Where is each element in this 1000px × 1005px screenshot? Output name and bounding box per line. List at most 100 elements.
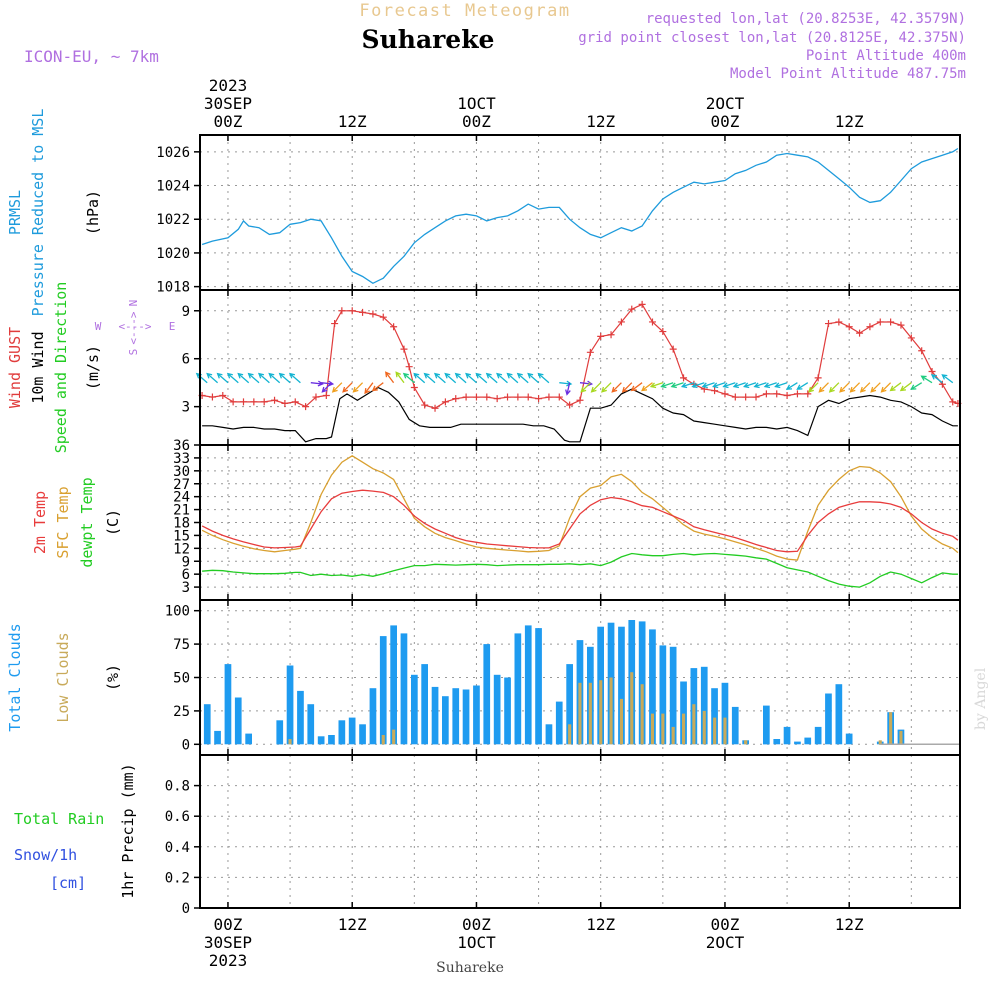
panel-label: Pressure Reduced to MSL (29, 109, 47, 317)
bottom-time-label: 2023 (209, 951, 248, 970)
y-tick-label: 0 (182, 901, 190, 917)
y-tick-label: 24 (173, 490, 190, 506)
compass-e: E (169, 320, 176, 333)
wind-direction-arrow (859, 382, 871, 393)
low-cloud-bar (288, 739, 292, 745)
wind-direction-arrow (670, 382, 684, 389)
precip-panel: 0 0.2 0.4 0.6 0.8 Total Rain Snow/1h [cm] 1hr Pr… (14, 755, 960, 917)
gust-marker (752, 393, 760, 401)
total-cloud-bar (835, 684, 843, 745)
y-tick-label: 6 (182, 567, 190, 583)
gust-marker (887, 318, 895, 326)
gust-marker (907, 334, 915, 342)
gust-marker (845, 323, 853, 331)
snow-unit-label: [cm] (50, 874, 86, 892)
wind-direction-arrow (216, 372, 229, 384)
wind-direction-arrow (774, 382, 788, 389)
y-tick-label: 0.8 (165, 779, 190, 795)
gust-marker (669, 345, 677, 353)
wind-direction-arrow (920, 375, 933, 384)
bottom-time-label: 00Z (214, 915, 243, 934)
total-cloud-bar (566, 664, 573, 745)
gust-marker (597, 332, 605, 340)
bottom-time-label: 12Z (338, 915, 367, 934)
wind-direction-arrow (247, 372, 260, 384)
gust-marker (793, 390, 801, 398)
gust-marker (400, 345, 408, 353)
wind-direction-arrow (321, 382, 332, 393)
total-cloud-bar (286, 665, 294, 745)
bottom-time-label: 12Z (586, 915, 615, 934)
clouds-panel: 0 25 50 75 100 Total Clouds Low Clouds (%) (6, 600, 960, 755)
wind-direction-arrow (753, 382, 767, 389)
bottom-time-label: 12Z (835, 915, 864, 934)
y-tick-label: 1018 (156, 280, 190, 296)
low-cloud-bar (650, 713, 654, 745)
wind-direction-arrow (743, 382, 757, 389)
top-time-label: 30SEP (204, 94, 252, 113)
wind-direction-arrow (237, 372, 250, 384)
wind-direction-arrow (433, 372, 446, 384)
gust-marker (545, 393, 553, 401)
gust-marker (856, 329, 864, 337)
panel-label: Total Clouds (6, 623, 24, 731)
low-cloud-bar (392, 729, 396, 745)
gust-marker (229, 398, 237, 406)
unit-label: (C) (104, 509, 122, 536)
wind-direction-arrow (371, 382, 384, 392)
total-cloud-bar (680, 681, 687, 745)
total-cloud-bar (369, 688, 377, 745)
total-cloud-bar (400, 633, 408, 745)
total-cloud-bar (483, 644, 491, 745)
compass-we-arrow: <---> (118, 320, 151, 333)
gust-marker (239, 398, 247, 406)
wind-direction-arrow (691, 382, 705, 389)
total-cloud-bar (845, 733, 853, 745)
top-time-label: 1OCT (457, 94, 496, 113)
gust-marker (312, 393, 320, 401)
total-cloud-bar (773, 739, 781, 745)
wind-gust-line (202, 303, 959, 409)
gust-marker (379, 313, 387, 321)
wind-direction-arrow (268, 372, 281, 384)
low-cloud-bar (713, 717, 717, 745)
gust-marker (742, 393, 750, 401)
wind-direction-arrow (818, 382, 829, 393)
wind-direction-arrow (516, 372, 529, 384)
y-tick-label: 21 (173, 503, 190, 519)
low-cloud-bar (619, 698, 623, 745)
gust-marker (721, 390, 729, 398)
gust-marker (680, 374, 688, 382)
wind-direction-arrow (580, 382, 591, 393)
gust-marker (483, 393, 491, 401)
y-tick-label: 33 (173, 451, 190, 467)
total-cloud-bar (234, 697, 242, 745)
low-cloud-bar (889, 712, 893, 745)
wind-direction-arrow (465, 372, 477, 384)
wind-direction-arrow (849, 382, 861, 393)
low-cloud-bar (723, 717, 727, 745)
total-cloud-bar (203, 704, 211, 745)
total-cloud-bar (814, 726, 822, 745)
wind-direction-arrow (590, 382, 602, 393)
total-cloud-bar (493, 674, 501, 745)
gust-marker (814, 374, 822, 382)
top-time-label: 00Z (711, 112, 740, 131)
total-cloud-bar (794, 741, 801, 745)
wind-direction-arrow (889, 382, 902, 392)
gust-marker (783, 391, 791, 399)
unit-label: (hPa) (84, 190, 102, 235)
gust-marker (949, 398, 957, 406)
total-cloud-bar (524, 625, 532, 745)
wind-direction-arrow (288, 372, 301, 384)
wind-direction-arrow (941, 374, 954, 384)
wind-direction-arrow (796, 382, 809, 390)
top-time-label: 00Z (214, 112, 243, 131)
top-time-label: 00Z (462, 112, 491, 131)
total-cloud-bar (276, 720, 284, 745)
low-cloud-bar (671, 726, 675, 745)
